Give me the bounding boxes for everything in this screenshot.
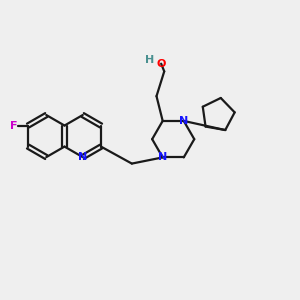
Text: N: N [179,116,188,126]
Text: O: O [157,59,166,69]
Text: N: N [78,152,87,162]
Text: N: N [158,152,167,162]
Text: H: H [145,55,154,65]
Text: F: F [11,121,18,130]
